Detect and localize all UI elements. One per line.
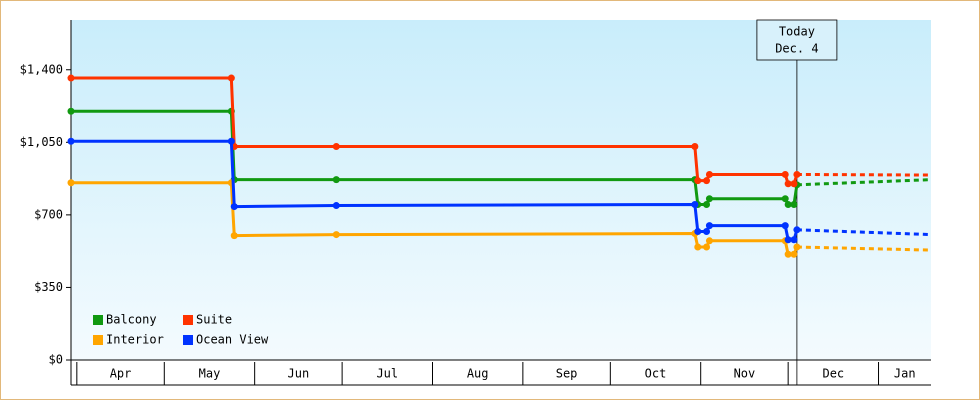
y-tick-label: $700: [34, 207, 63, 221]
legend-swatch: [183, 335, 193, 345]
y-tick-label: $0: [49, 353, 63, 367]
legend-label: Interior: [106, 333, 164, 347]
plot-area: [71, 20, 931, 360]
point: [332, 202, 340, 210]
today-box: [756, 19, 838, 61]
point: [705, 222, 713, 230]
point: [793, 243, 801, 251]
point: [227, 74, 235, 82]
y-tick-label: $350: [34, 280, 63, 294]
point: [703, 227, 711, 235]
point: [67, 107, 75, 115]
point: [790, 180, 798, 188]
legend-label: Suite: [196, 313, 232, 327]
forecast-line: [796, 245, 932, 252]
x-tick-label: Nov: [734, 367, 756, 381]
point: [790, 236, 798, 244]
point: [790, 250, 798, 258]
x-tick-label: Oct: [645, 367, 667, 381]
point: [703, 177, 711, 185]
point: [793, 226, 801, 234]
legend-label: Ocean View: [196, 333, 269, 347]
point: [67, 137, 75, 145]
point: [705, 195, 713, 203]
point: [781, 195, 789, 203]
x-tick-label: Sep: [556, 367, 578, 381]
x-tick-label: Jul: [376, 367, 398, 381]
point: [705, 237, 713, 245]
point: [332, 176, 340, 184]
legend-swatch: [183, 315, 193, 325]
point: [227, 137, 235, 145]
point: [332, 231, 340, 239]
x-tick-label: Apr: [110, 367, 132, 381]
x-tick-label: Aug: [467, 367, 489, 381]
today-label: Today: [779, 25, 815, 39]
point: [784, 250, 792, 258]
legend-label: Balcony: [106, 313, 157, 327]
point: [703, 243, 711, 251]
point: [332, 142, 340, 150]
forecast-line: [796, 228, 932, 237]
point: [793, 170, 801, 178]
today-label: Dec. 4: [775, 42, 818, 56]
point: [781, 170, 789, 178]
point: [694, 177, 702, 185]
x-tick-label: Dec: [822, 367, 844, 381]
point: [790, 201, 798, 209]
point: [784, 180, 792, 188]
point: [784, 201, 792, 209]
forecast-line: [796, 178, 932, 187]
point: [691, 201, 699, 209]
legend-swatch: [93, 315, 103, 325]
legend-swatch: [93, 335, 103, 345]
point: [784, 236, 792, 244]
x-tick-label: Jan: [894, 367, 916, 381]
point: [781, 222, 789, 230]
point: [705, 170, 713, 178]
x-tick-label: May: [199, 367, 221, 381]
point: [67, 179, 75, 187]
point: [67, 74, 75, 82]
point: [691, 142, 699, 150]
y-tick-label: $1,400: [20, 62, 63, 76]
forecast-line: [796, 172, 932, 177]
point: [230, 203, 238, 211]
x-tick-label: Jun: [288, 367, 310, 381]
y-tick-label: $1,050: [20, 135, 63, 149]
point: [694, 227, 702, 235]
point: [703, 201, 711, 209]
point: [694, 243, 702, 251]
point: [230, 232, 238, 240]
